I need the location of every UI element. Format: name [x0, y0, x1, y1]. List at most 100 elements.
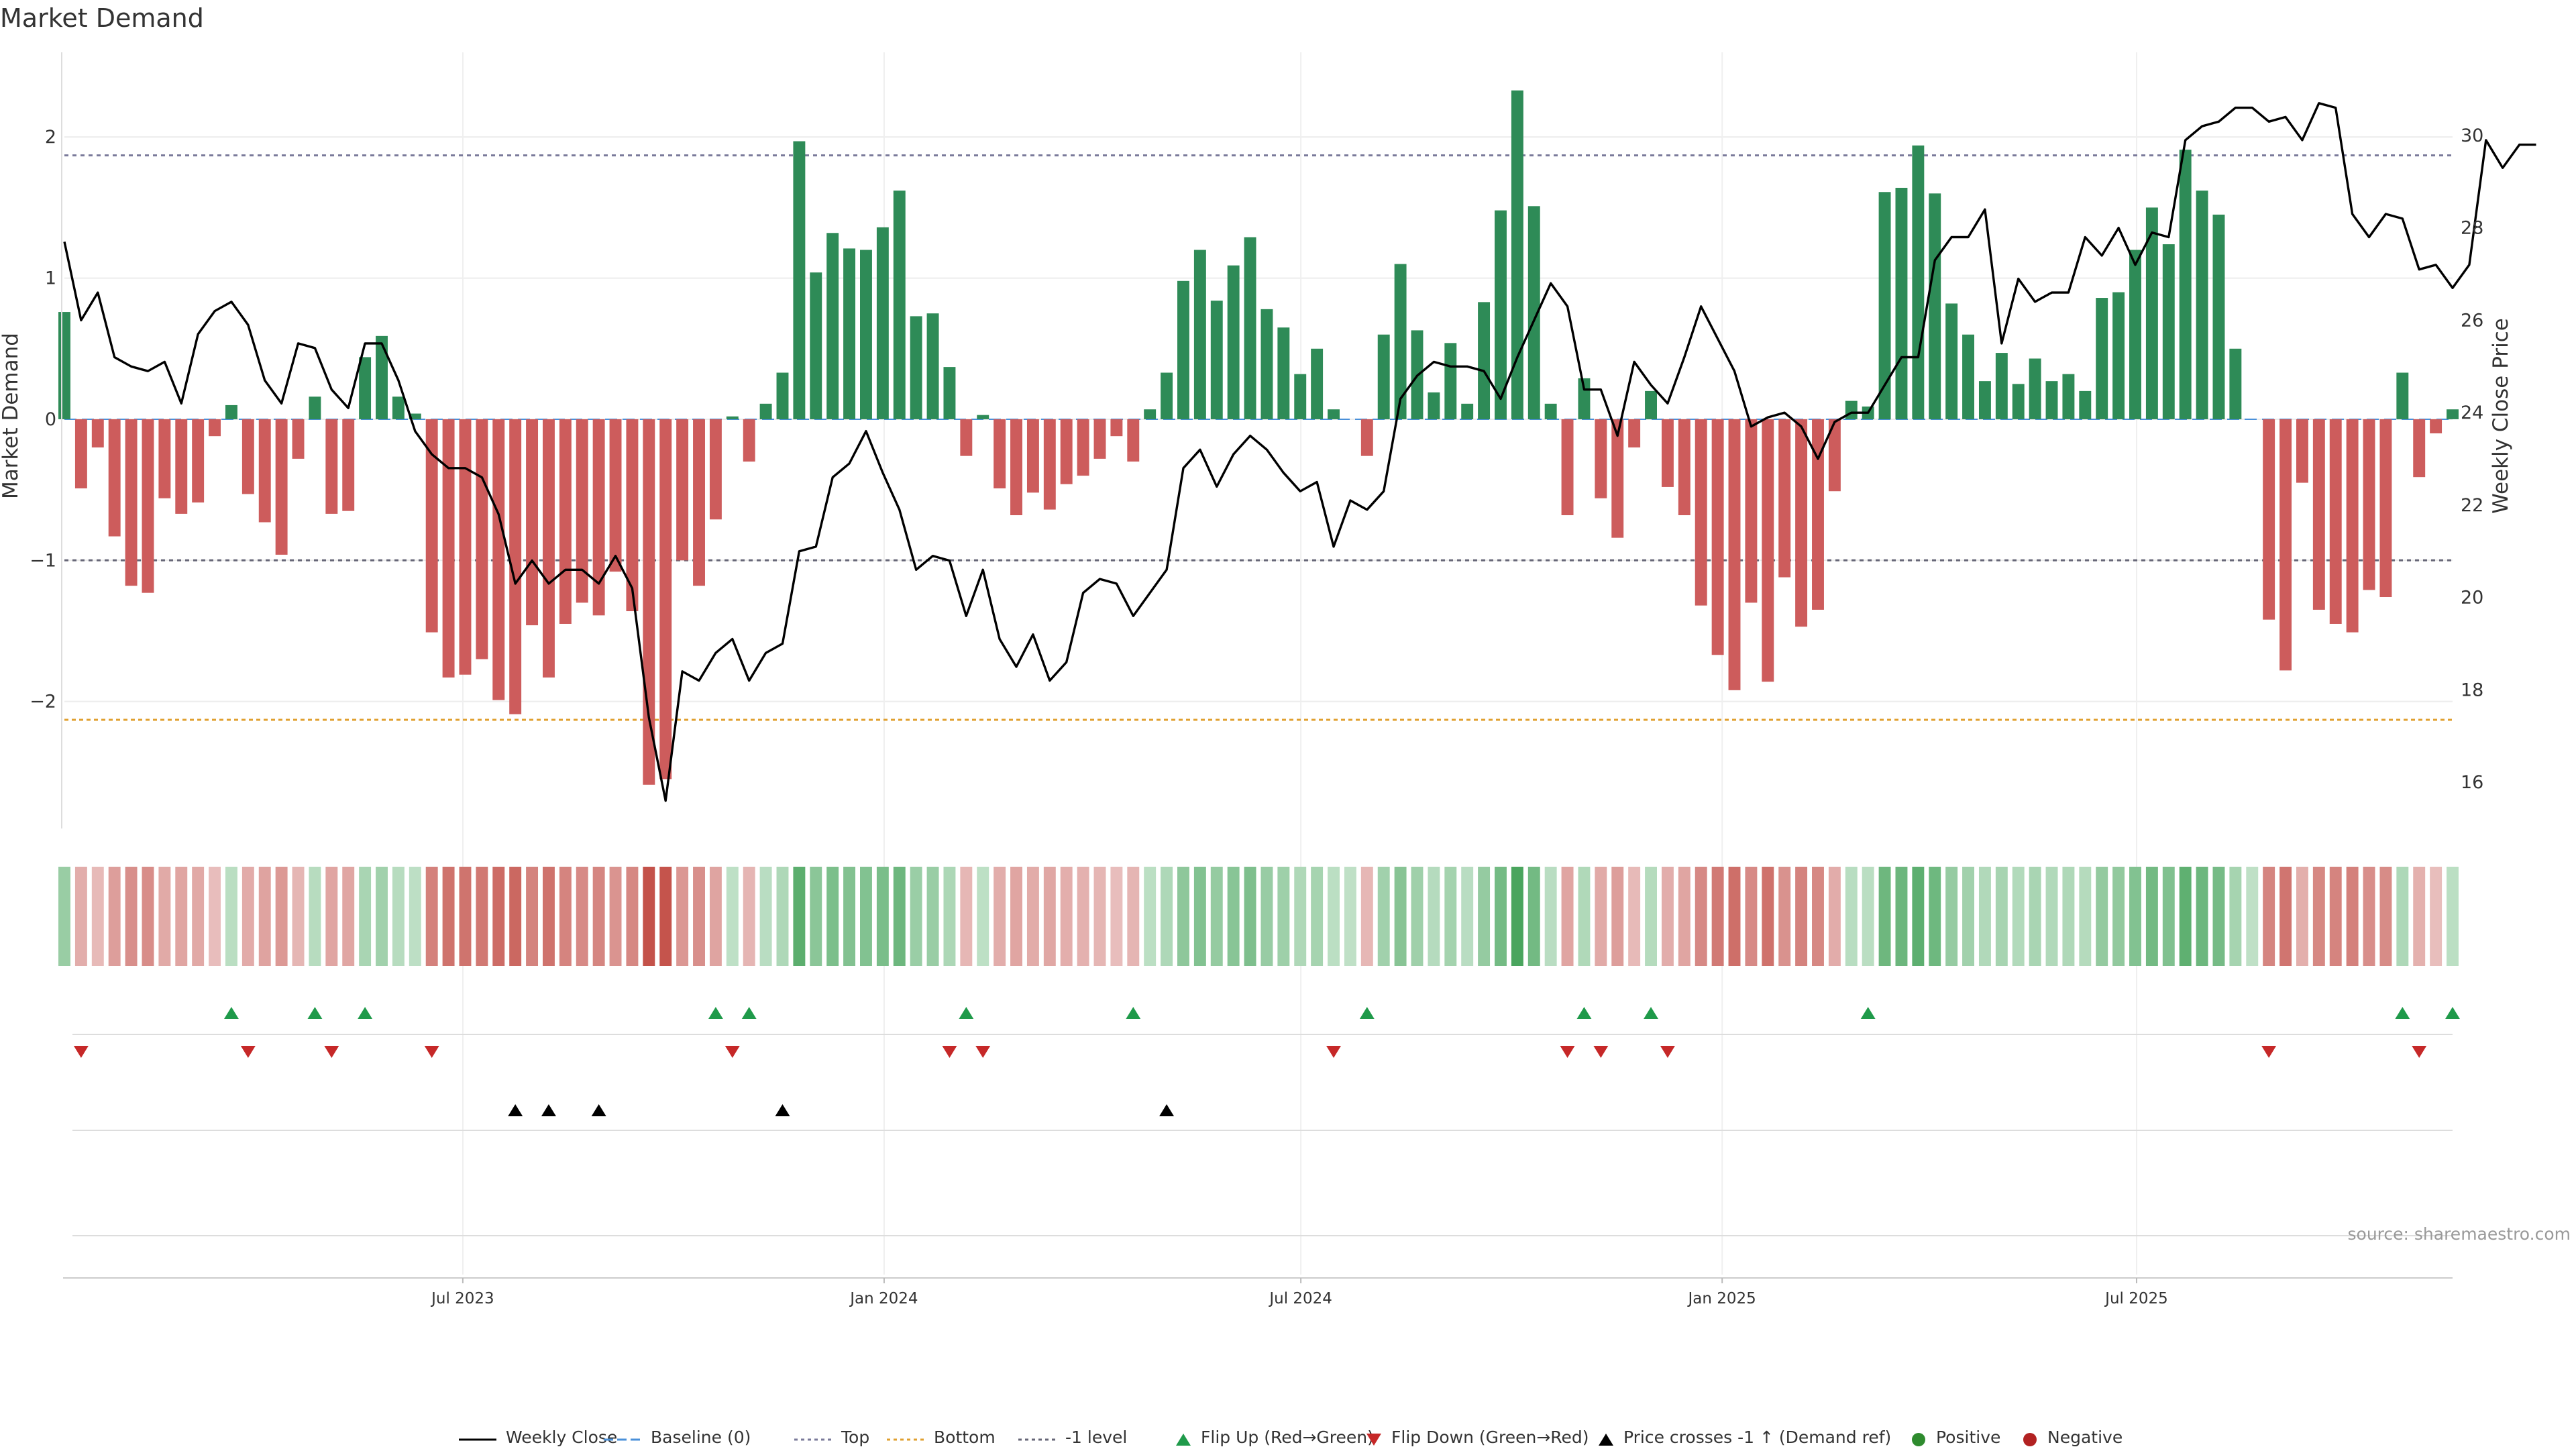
grid [64, 52, 2453, 1275]
demand-bar [526, 419, 539, 626]
demand-bar [2413, 419, 2426, 478]
flip-up-marker [223, 1007, 239, 1019]
heat-cell [592, 867, 605, 966]
demand-bar [1527, 206, 1540, 419]
price-cross-marker [1159, 1104, 1175, 1116]
demand-bar [1428, 392, 1440, 419]
demand-bar [1478, 302, 1491, 419]
demand-bar [743, 419, 755, 462]
heat-cell [1294, 867, 1307, 966]
demand-bar [58, 312, 70, 419]
demand-bar [376, 335, 388, 419]
flip-down-marker [1560, 1046, 1575, 1058]
demand-bar [1795, 419, 1808, 627]
heat-cell [1444, 867, 1457, 966]
heat-cell [1311, 867, 1324, 966]
demand-bar [1895, 187, 1908, 419]
demand-bar [409, 413, 421, 419]
y2-tick-label: 22 [2461, 495, 2483, 516]
demand-bar [309, 396, 321, 419]
demand-bar [2112, 292, 2125, 419]
demand-bar [609, 419, 622, 572]
heat-cell [258, 867, 271, 966]
heat-cell [2447, 867, 2459, 966]
demand-bar [1328, 409, 1340, 419]
x-tick-label: Jul 2023 [430, 1290, 494, 1307]
axes: 2 1 0 −2 −1 30 28 26 24 22 20 18 16 [30, 52, 2483, 828]
legend-label: Bottom [934, 1428, 996, 1447]
demand-bar [2096, 298, 2108, 419]
demand-bar [2312, 419, 2325, 610]
heat-cell [125, 867, 138, 966]
heat-cell [1277, 867, 1290, 966]
demand-bar [1611, 419, 1624, 538]
demand-bar [2029, 358, 2041, 419]
demand-bar [876, 227, 889, 419]
demand-bar [476, 419, 488, 659]
heat-cell [1244, 867, 1256, 966]
heat-cell [776, 867, 789, 966]
demand-bar [325, 419, 338, 514]
heat-cell [843, 867, 856, 966]
demand-bar [1026, 419, 1039, 493]
demand-bar [810, 272, 822, 419]
legend-label: Top [841, 1428, 869, 1447]
demand-bar [1945, 303, 1958, 419]
heat-cell [1745, 867, 1758, 966]
demand-bar [1978, 381, 1991, 419]
demand-bar [1995, 353, 2008, 419]
weekly-close-line [63, 102, 2536, 802]
demand-bar [2045, 381, 2058, 419]
flip-down-marker [424, 1046, 439, 1058]
heat-cell [2029, 867, 2041, 966]
heat-cell [1411, 867, 1424, 966]
signal-markers [72, 1007, 2460, 1236]
demand-bar [2162, 244, 2175, 419]
heat-cell [342, 867, 355, 966]
heat-cell [1495, 867, 1507, 966]
heat-cell [1060, 867, 1073, 966]
demand-bar [2145, 207, 2158, 419]
demand-bar [225, 405, 237, 419]
heat-cell [1527, 867, 1540, 966]
demand-bar [1628, 419, 1641, 448]
heat-cell [1978, 867, 1991, 966]
heat-cell [325, 867, 338, 966]
heat-cell [1043, 867, 1056, 966]
demand-bar [793, 141, 806, 419]
legend-label: Flip Down (Green→Red) [1391, 1428, 1589, 1447]
flip-up-marker [741, 1007, 757, 1019]
demand-bar [1227, 265, 1240, 419]
demand-bar [1043, 419, 1056, 510]
demand-bar [977, 415, 989, 419]
demand-bar [843, 248, 856, 419]
x-tick-label: Jul 2024 [1268, 1290, 1332, 1307]
demand-bar [442, 419, 455, 678]
heat-cell [392, 867, 405, 966]
heat-cell [2079, 867, 2092, 966]
heat-cell [108, 867, 121, 966]
heat-cell [1595, 867, 1607, 966]
demand-bar [726, 416, 739, 419]
flip-up-marker [1576, 1007, 1592, 1019]
flip-up-marker [1126, 1007, 1141, 1019]
flip-up-marker [1644, 1007, 1659, 1019]
heat-cell [2196, 867, 2208, 966]
demand-bar [2179, 150, 2192, 419]
demand-bar [2379, 419, 2392, 598]
demand-bar [960, 419, 973, 456]
flip-up-marker [1359, 1007, 1375, 1019]
heat-cell [359, 867, 372, 966]
heat-cell [810, 867, 822, 966]
heat-cell [476, 867, 488, 966]
demand-bar [1728, 419, 1741, 690]
legend-label: Price crosses -1 ↑ (Demand ref) [1623, 1428, 1891, 1447]
demand-bar [74, 419, 87, 489]
demand-bar [1110, 419, 1123, 437]
demand-bar [258, 419, 271, 523]
demand-bar [659, 419, 672, 780]
demand-bar [893, 191, 906, 419]
heat-cell [893, 867, 906, 966]
demand-bar [1161, 372, 1173, 419]
demand-bar [1845, 400, 1858, 419]
